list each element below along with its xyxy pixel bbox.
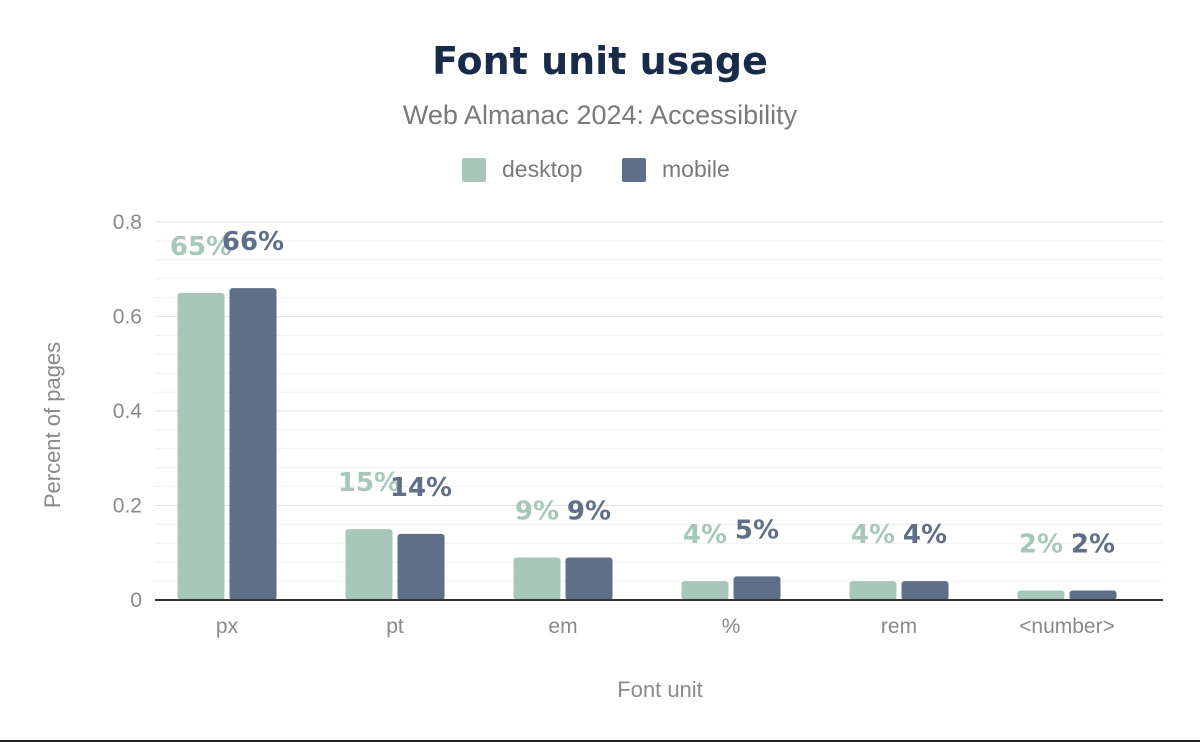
bar-mobile	[733, 576, 781, 600]
x-tick-label: rem	[881, 615, 917, 638]
bar-desktop	[1017, 590, 1065, 600]
x-tick-label: px	[216, 615, 239, 638]
y-tick-label: 0.6	[113, 306, 142, 329]
data-label-mobile: 66%	[222, 227, 284, 257]
data-label-desktop: 4%	[683, 520, 727, 550]
bar-mobile	[901, 581, 949, 600]
x-tick-label: %	[722, 615, 741, 638]
x-tick-label: pt	[386, 615, 404, 638]
bar-desktop	[681, 581, 729, 600]
y-tick-label: 0.2	[113, 495, 142, 518]
bar-desktop	[513, 557, 561, 600]
bar-mobile	[397, 533, 445, 600]
bar-desktop	[849, 581, 897, 600]
bottom-border	[0, 740, 1200, 742]
legend-label-desktop: desktop	[502, 156, 583, 182]
bar-desktop	[177, 292, 225, 600]
data-label-mobile: 2%	[1071, 530, 1115, 560]
bar-mobile	[229, 288, 277, 600]
y-tick-label: 0.8	[113, 211, 142, 234]
data-label-mobile: 14%	[390, 473, 452, 503]
data-label-desktop: 65%	[170, 232, 232, 262]
data-labels: 65%66% 15%14% 9% 9% 4% 5% 4% 4% 2% 2%	[170, 227, 1115, 559]
data-label-mobile: 4%	[903, 520, 947, 550]
chart-subtitle: Web Almanac 2024: Accessibility	[403, 100, 798, 130]
data-label-desktop: 15%	[338, 468, 400, 498]
chart-title: Font unit usage	[432, 39, 768, 83]
legend: desktop mobile	[462, 156, 730, 182]
y-axis-title: Percent of pages	[40, 342, 65, 508]
bars	[177, 288, 1117, 600]
data-label-desktop: 2%	[1019, 530, 1063, 560]
data-label-mobile: 5%	[735, 515, 779, 545]
y-tick-label: 0.4	[113, 400, 143, 423]
data-label-desktop: 9%	[515, 496, 559, 526]
x-axis-ticks: px pt em% rem <number>	[216, 615, 1115, 638]
bar-desktop	[345, 529, 393, 600]
gridlines	[155, 221, 1163, 582]
legend-swatch-desktop	[462, 158, 486, 182]
legend-swatch-mobile	[622, 158, 646, 182]
x-tick-label: <number>	[1019, 615, 1115, 638]
data-label-desktop: 4%	[851, 520, 895, 550]
legend-label-mobile: mobile	[662, 156, 730, 182]
data-label-mobile: 9%	[567, 496, 611, 526]
bar-mobile	[1069, 590, 1117, 600]
y-tick-label: 0	[130, 589, 142, 612]
bar-mobile	[565, 557, 613, 600]
x-axis-title: Font unit	[617, 677, 703, 702]
y-axis-ticks: 0 0.2 0.4 0.6 0.8	[113, 211, 143, 612]
x-tick-label: em	[548, 615, 577, 638]
